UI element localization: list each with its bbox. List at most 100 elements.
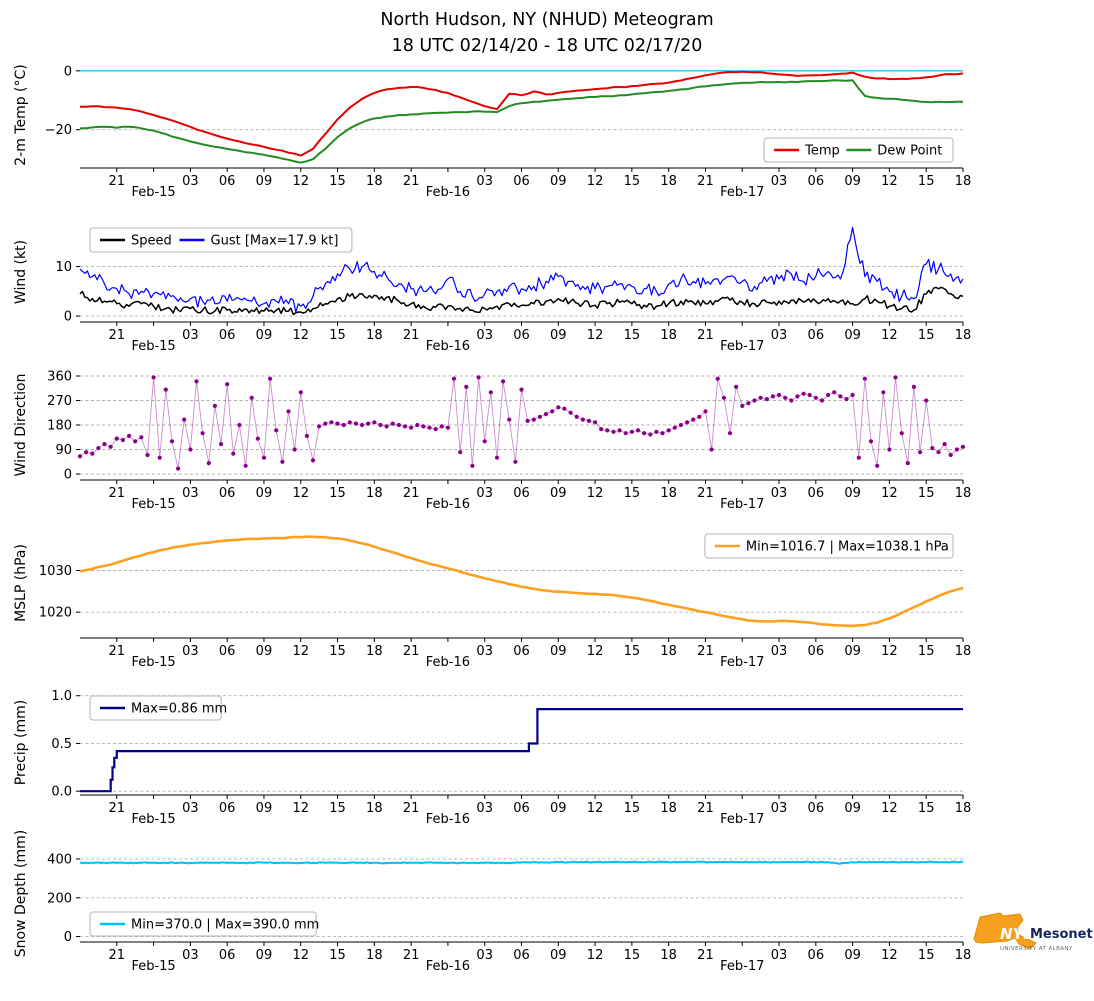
svg-text:10: 10 xyxy=(55,260,72,275)
svg-text:18: 18 xyxy=(660,328,677,343)
svg-text:Wind Direction: Wind Direction xyxy=(13,374,29,477)
svg-text:09: 09 xyxy=(256,486,273,501)
svg-text:03: 03 xyxy=(476,644,493,659)
svg-text:Feb-17: Feb-17 xyxy=(720,185,764,200)
svg-text:06: 06 xyxy=(808,486,825,501)
svg-text:03: 03 xyxy=(182,486,199,501)
svg-text:12: 12 xyxy=(292,801,309,816)
svg-text:Feb-17: Feb-17 xyxy=(720,339,764,354)
svg-text:09: 09 xyxy=(844,948,861,963)
mslp-panel: 1020 1030 21 Feb-15 03 06 09 12 15 18 21 Feb-16 03 06… xyxy=(13,533,972,670)
svg-text:12: 12 xyxy=(881,644,898,659)
svg-text:0.5: 0.5 xyxy=(51,737,72,752)
svg-text:21: 21 xyxy=(697,328,714,343)
svg-text:12: 12 xyxy=(881,948,898,963)
svg-text:18: 18 xyxy=(955,644,972,659)
svg-text:15: 15 xyxy=(918,174,935,189)
svg-text:18: 18 xyxy=(660,174,677,189)
svg-text:21: 21 xyxy=(109,948,126,963)
wind-panel: 0 10 21 Feb-15 03 06 09 12 15 18 21 Feb-16 03 06 09 12 1… xyxy=(13,226,971,354)
svg-text:09: 09 xyxy=(256,328,273,343)
temp-panel: 0 −20 21 Feb-15 03 06 09 12 15 18 21 Feb-16 03 06 09 12… xyxy=(13,64,971,200)
svg-text:12: 12 xyxy=(587,801,604,816)
svg-text:−20: −20 xyxy=(45,123,72,138)
svg-text:09: 09 xyxy=(844,801,861,816)
precip-legend: Max=0.86 mm xyxy=(89,695,227,721)
svg-text:Feb-15: Feb-15 xyxy=(131,655,175,670)
svg-text:12: 12 xyxy=(587,328,604,343)
svg-text:09: 09 xyxy=(256,644,273,659)
svg-text:06: 06 xyxy=(513,948,530,963)
svg-text:270: 270 xyxy=(47,394,72,409)
svg-text:09: 09 xyxy=(256,174,273,189)
svg-text:1.0: 1.0 xyxy=(51,689,72,704)
svg-text:15: 15 xyxy=(624,486,641,501)
svg-text:09: 09 xyxy=(844,644,861,659)
svg-text:18: 18 xyxy=(366,486,383,501)
svg-text:Feb-17: Feb-17 xyxy=(720,655,764,670)
svg-text:06: 06 xyxy=(513,486,530,501)
dew-point-series xyxy=(80,79,963,164)
svg-text:Temp: Temp xyxy=(804,144,840,159)
svg-text:06: 06 xyxy=(219,174,236,189)
svg-text:03: 03 xyxy=(771,174,788,189)
svg-text:09: 09 xyxy=(550,486,567,501)
svg-text:Feb-16: Feb-16 xyxy=(426,339,470,354)
svg-text:15: 15 xyxy=(624,644,641,659)
svg-text:21: 21 xyxy=(697,801,714,816)
svg-text:03: 03 xyxy=(771,948,788,963)
svg-text:Feb-15: Feb-15 xyxy=(131,339,175,354)
svg-text:Feb-16: Feb-16 xyxy=(426,959,470,974)
svg-text:09: 09 xyxy=(844,486,861,501)
svg-text:18: 18 xyxy=(366,174,383,189)
svg-text:06: 06 xyxy=(513,644,530,659)
svg-text:12: 12 xyxy=(881,801,898,816)
svg-text:06: 06 xyxy=(513,801,530,816)
mslp-legend: Min=1016.7 | Max=1038.1 hPa xyxy=(704,533,954,559)
svg-text:Dew Point: Dew Point xyxy=(877,144,942,159)
svg-text:1020: 1020 xyxy=(39,606,72,621)
svg-text:21: 21 xyxy=(403,948,420,963)
svg-text:Precip (mm): Precip (mm) xyxy=(13,700,29,785)
svg-text:Feb-17: Feb-17 xyxy=(720,959,764,974)
svg-text:15: 15 xyxy=(918,486,935,501)
svg-text:15: 15 xyxy=(624,948,641,963)
svg-text:12: 12 xyxy=(587,948,604,963)
svg-text:03: 03 xyxy=(476,328,493,343)
svg-text:21: 21 xyxy=(109,486,126,501)
svg-text:12: 12 xyxy=(292,948,309,963)
svg-text:09: 09 xyxy=(550,644,567,659)
svg-text:0: 0 xyxy=(64,930,72,945)
svg-text:06: 06 xyxy=(808,801,825,816)
temp-series xyxy=(80,70,964,157)
svg-text:09: 09 xyxy=(844,328,861,343)
svg-text:09: 09 xyxy=(256,948,273,963)
svg-text:21: 21 xyxy=(697,174,714,189)
snow-depth-legend: Min=370.0 | Max=390.0 mm xyxy=(89,911,319,937)
svg-text:06: 06 xyxy=(513,174,530,189)
chart-title: North Hudson, NY (NHUD) Meteogram 18 UTC… xyxy=(0,7,1094,60)
svg-text:03: 03 xyxy=(476,174,493,189)
svg-text:Feb-17: Feb-17 xyxy=(720,812,764,827)
svg-text:06: 06 xyxy=(219,328,236,343)
svg-text:1030: 1030 xyxy=(39,564,72,579)
svg-text:03: 03 xyxy=(771,328,788,343)
svg-text:18: 18 xyxy=(660,948,677,963)
svg-text:03: 03 xyxy=(182,174,199,189)
svg-text:06: 06 xyxy=(808,948,825,963)
svg-text:03: 03 xyxy=(476,948,493,963)
svg-text:09: 09 xyxy=(550,174,567,189)
svg-text:0: 0 xyxy=(64,468,72,483)
speed-series xyxy=(79,286,964,316)
svg-text:0.0: 0.0 xyxy=(51,785,72,800)
svg-text:15: 15 xyxy=(918,948,935,963)
svg-text:12: 12 xyxy=(587,174,604,189)
svg-text:400: 400 xyxy=(47,852,72,867)
svg-text:18: 18 xyxy=(955,948,972,963)
nys-mesonet-logo: NYS Mesonet UNIVERSITY AT ALBANY xyxy=(964,899,1093,979)
svg-text:09: 09 xyxy=(550,948,567,963)
svg-text:06: 06 xyxy=(808,174,825,189)
svg-text:06: 06 xyxy=(219,801,236,816)
svg-text:12: 12 xyxy=(292,174,309,189)
